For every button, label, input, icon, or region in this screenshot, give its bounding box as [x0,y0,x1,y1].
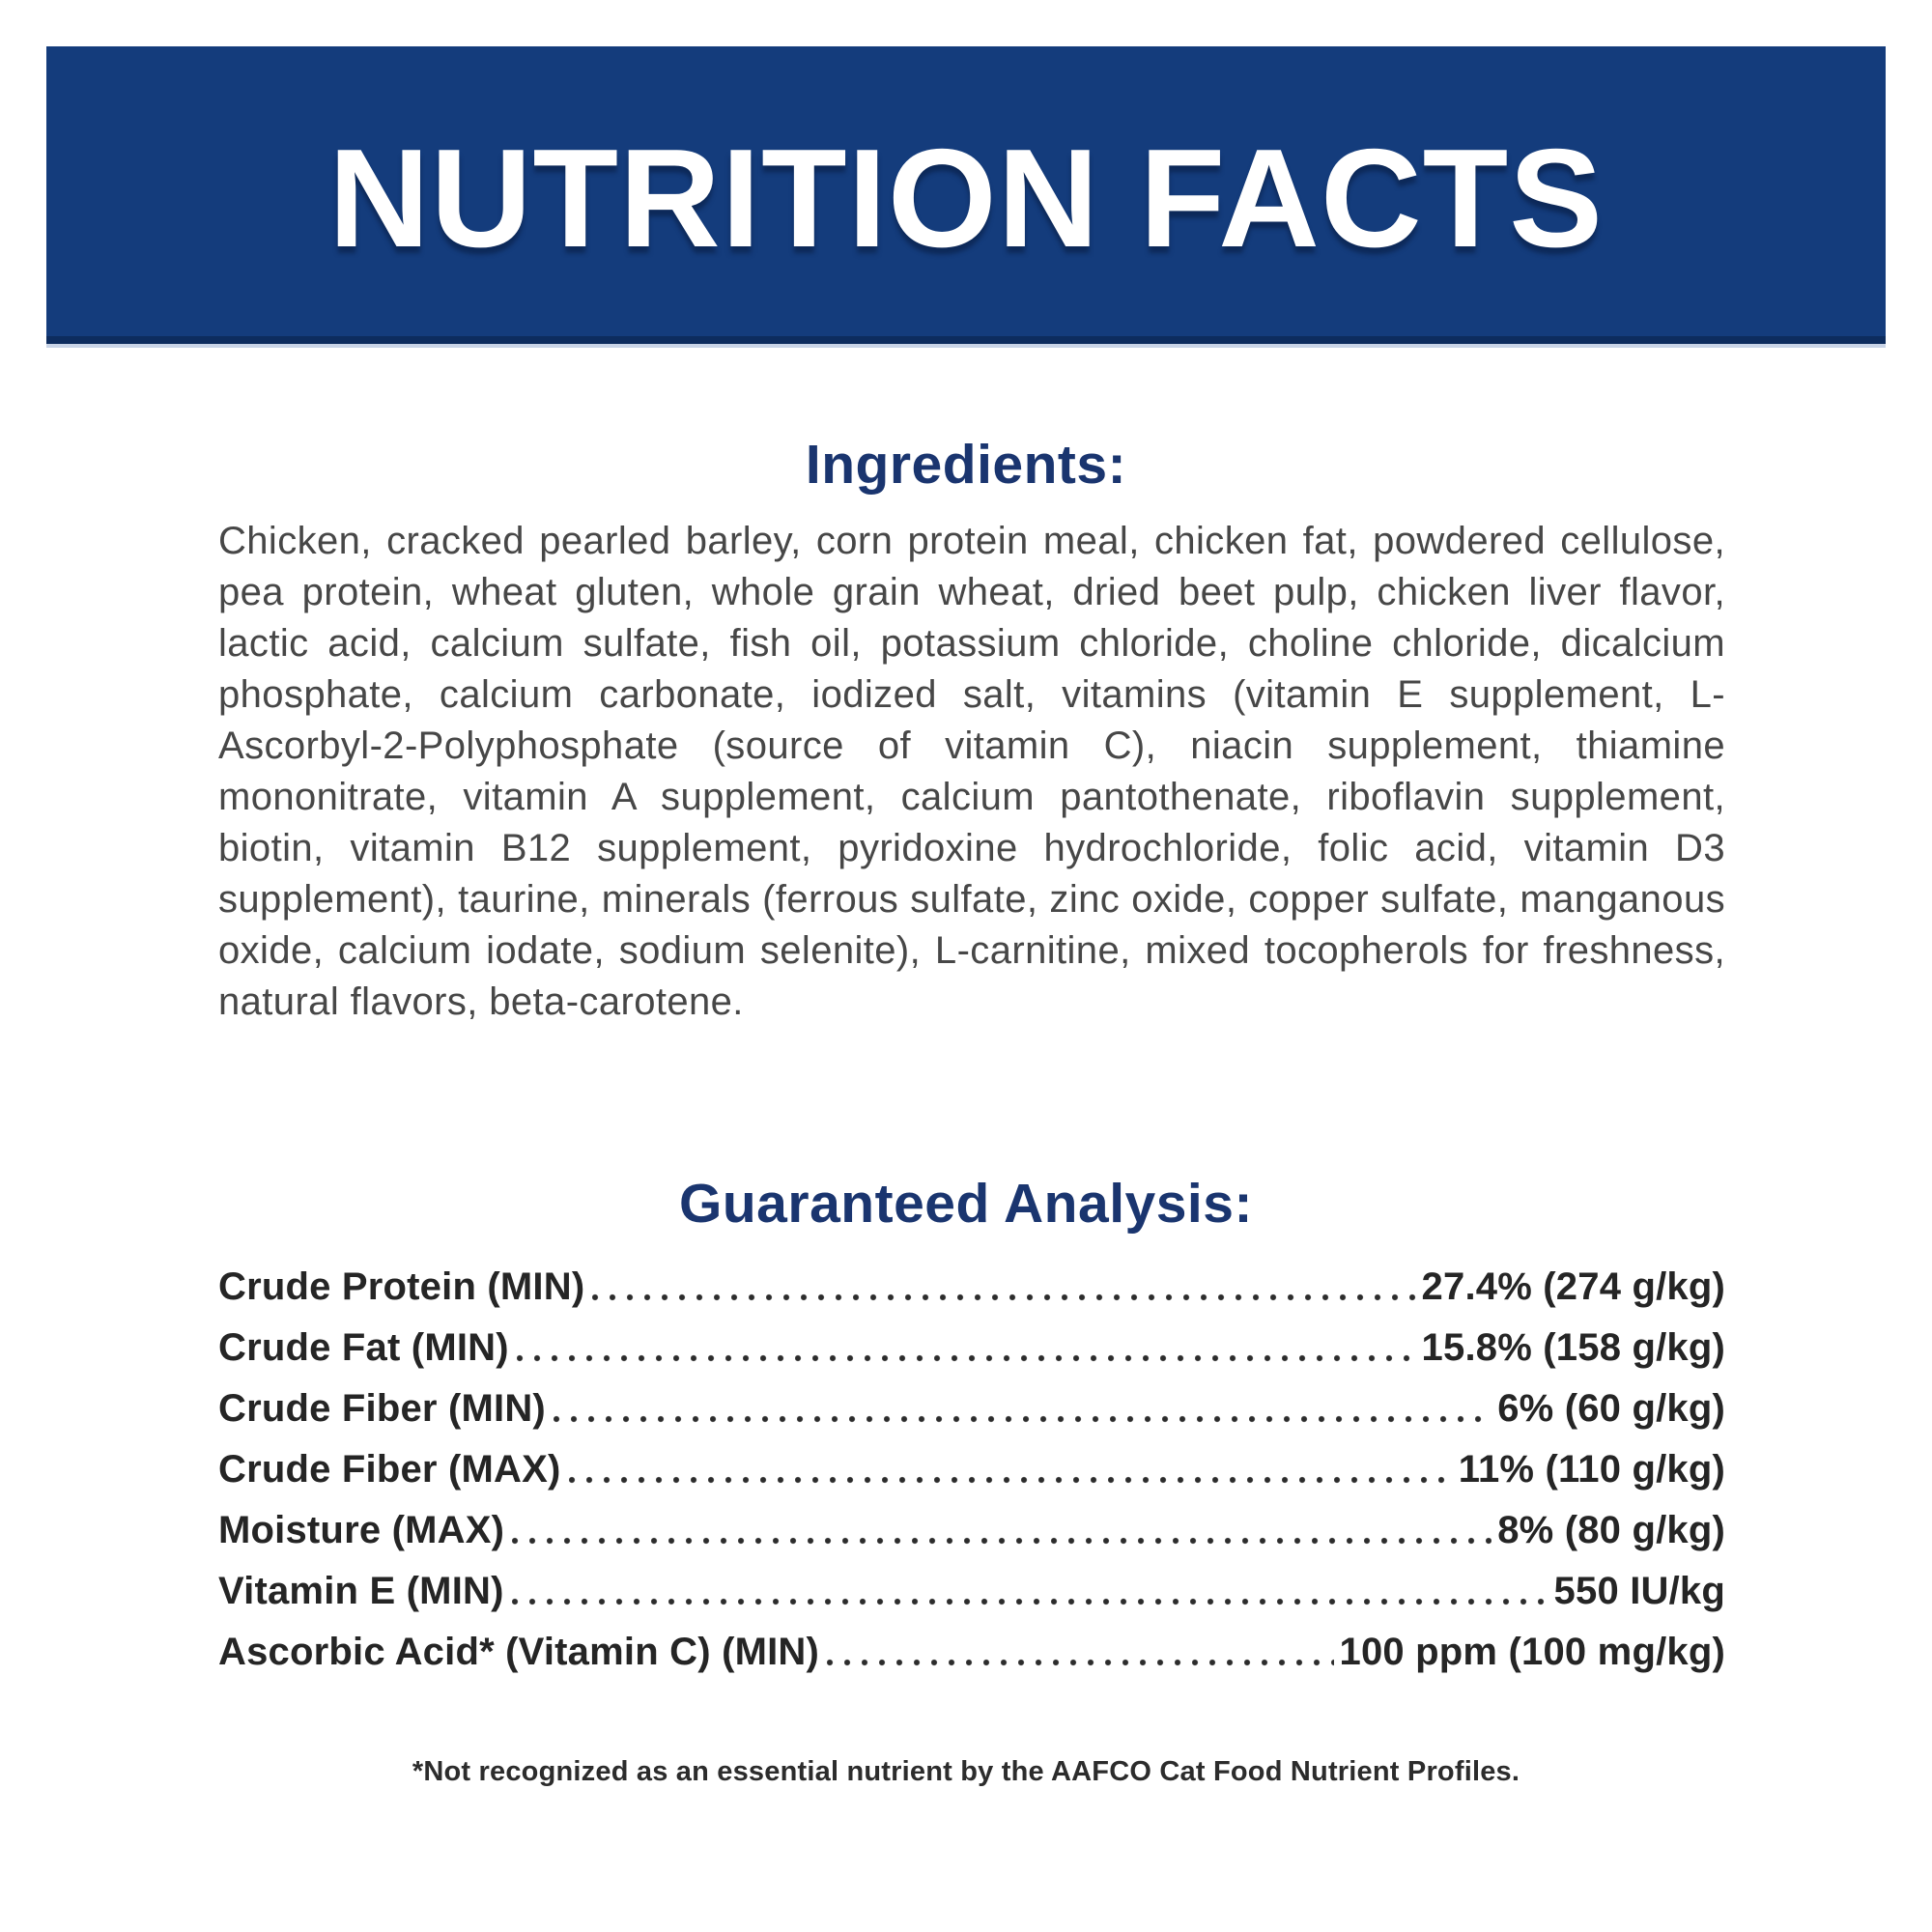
analysis-row: Moisture (MAX) 8% (80 g/kg) [218,1500,1725,1561]
analysis-row: Crude Fiber (MAX) 11% (110 g/kg) [218,1439,1725,1500]
analysis-row: Ascorbic Acid* (Vitamin C) (MIN) 100 ppm… [218,1622,1725,1683]
analysis-row: Vitamin E (MIN) 550 IU/kg [218,1561,1725,1622]
dot-leader [553,1415,1492,1423]
row-label: Crude Fiber (MIN) [218,1387,546,1430]
aafco-footnote: *Not recognized as an essential nutrient… [412,1756,1520,1787]
guaranteed-analysis-table: Crude Protein (MIN) 27.4% (274 g/kg) Cru… [218,1257,1725,1683]
dot-leader [516,1354,1416,1362]
row-value: 8% (80 g/kg) [1497,1509,1725,1551]
dot-leader [568,1476,1453,1484]
row-value: 100 ppm (100 mg/kg) [1339,1631,1725,1673]
analysis-row: Crude Fiber (MIN) 6% (60 g/kg) [218,1378,1725,1439]
dot-leader [592,1293,1416,1301]
dot-leader [512,1537,1492,1545]
row-label: Crude Protein (MIN) [218,1265,585,1308]
ingredients-heading: Ingredients: [805,434,1127,496]
dot-leader [827,1659,1334,1666]
nutrition-facts-banner: NUTRITION FACTS [46,46,1886,344]
row-value: 550 IU/kg [1553,1570,1725,1612]
ingredients-text: Chicken, cracked pearled barley, corn pr… [218,520,1725,1023]
row-label: Moisture (MAX) [218,1509,505,1551]
dot-leader [511,1598,1548,1605]
row-label: Crude Fiber (MAX) [218,1448,561,1491]
guaranteed-analysis-heading: Guaranteed Analysis: [679,1173,1253,1235]
row-value: 27.4% (274 g/kg) [1421,1265,1725,1308]
row-label: Crude Fat (MIN) [218,1326,509,1369]
row-value: 11% (110 g/kg) [1458,1448,1725,1491]
row-value: 15.8% (158 g/kg) [1421,1326,1725,1369]
row-label: Ascorbic Acid* (Vitamin C) (MIN) [218,1631,820,1673]
analysis-row: Crude Protein (MIN) 27.4% (274 g/kg) [218,1257,1725,1318]
row-label: Vitamin E (MIN) [218,1570,504,1612]
row-value: 6% (60 g/kg) [1497,1387,1725,1430]
page-title: NUTRITION FACTS [328,119,1604,276]
analysis-row: Crude Fat (MIN) 15.8% (158 g/kg) [218,1318,1725,1378]
